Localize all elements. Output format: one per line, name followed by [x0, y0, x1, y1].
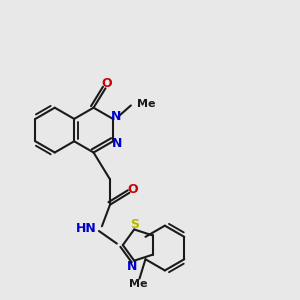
Text: O: O — [102, 77, 112, 90]
Text: O: O — [128, 183, 138, 196]
Text: N: N — [127, 260, 137, 273]
Text: Me: Me — [129, 279, 147, 289]
Text: HN: HN — [76, 222, 97, 235]
Text: N: N — [111, 110, 122, 123]
Text: S: S — [130, 218, 139, 231]
Text: N: N — [112, 137, 123, 150]
Text: Me: Me — [137, 99, 156, 109]
